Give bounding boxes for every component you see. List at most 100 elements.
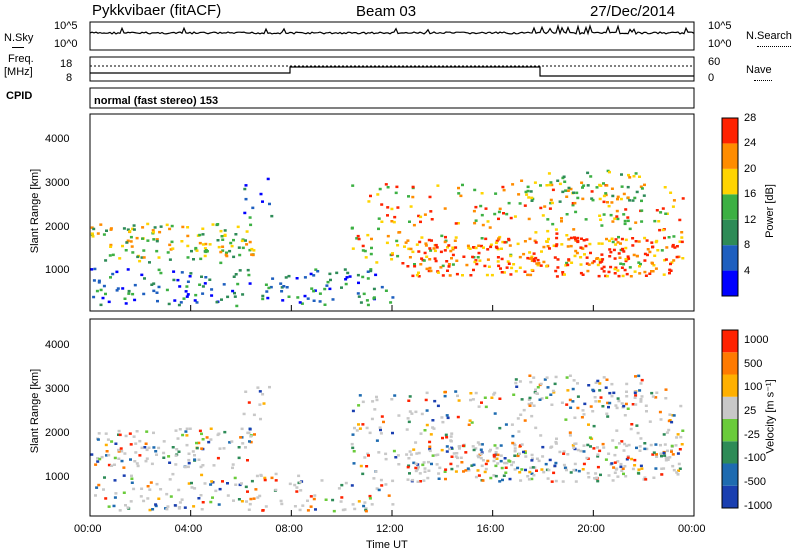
power-cell <box>526 273 530 277</box>
power-cell <box>182 297 186 300</box>
velocity-cell <box>187 452 191 455</box>
velocity-cell <box>217 503 221 506</box>
power-cell <box>295 277 299 280</box>
power-cell <box>108 254 112 257</box>
velocity-cell <box>250 479 254 483</box>
power-cell <box>657 220 661 223</box>
power-cell <box>495 246 499 250</box>
velocity-cell <box>230 440 234 443</box>
power-colorbar-segment <box>722 270 738 296</box>
velocity-cell <box>660 454 663 458</box>
power-cell <box>567 238 571 241</box>
velocity-cell <box>180 498 184 501</box>
velocity-colorbar-segment <box>722 463 738 486</box>
velocity-cell <box>209 438 213 441</box>
velocity-cell <box>587 384 591 387</box>
velocity-cell <box>554 440 558 444</box>
velocity-cell <box>486 459 490 463</box>
power-cell <box>551 188 555 192</box>
power-cell <box>527 196 531 199</box>
velocity-cell <box>352 462 356 465</box>
power-cell <box>563 273 566 276</box>
velocity-cell <box>380 415 384 418</box>
power-cell <box>152 231 155 234</box>
power-cell <box>588 242 592 246</box>
power-cell <box>513 215 517 218</box>
power-cell <box>252 249 256 252</box>
velocity-cell <box>680 443 684 446</box>
velocity-cell <box>606 401 610 405</box>
velocity-cell <box>154 503 158 506</box>
velocity-cell <box>248 428 252 431</box>
power-cell <box>444 235 447 239</box>
power-cell <box>496 247 500 251</box>
velocity-cell <box>489 448 492 452</box>
power-cell <box>640 209 644 212</box>
power-cell <box>186 280 190 283</box>
power-cell <box>532 252 536 255</box>
velocity-cell <box>130 481 134 484</box>
power-cell <box>423 251 427 255</box>
power-cell <box>545 184 549 187</box>
power-cell <box>361 275 365 279</box>
velocity-cell <box>110 440 114 443</box>
velocity-cell <box>596 479 600 483</box>
power-cell <box>248 240 252 244</box>
power-cell <box>517 193 521 196</box>
power-cell <box>344 282 348 286</box>
nsky-label: N.Sky <box>4 32 34 44</box>
power-cell <box>526 189 530 193</box>
power-cell <box>571 202 575 205</box>
power-cell <box>152 282 156 285</box>
power-cell <box>130 245 134 248</box>
velocity-cell <box>298 508 302 512</box>
velocity-cell <box>565 376 569 379</box>
velocity-cell <box>241 442 245 445</box>
velocity-cell <box>517 430 521 433</box>
power-cell <box>487 265 491 268</box>
power-cell <box>555 243 559 246</box>
velocity-cell <box>274 488 278 492</box>
velocity-cell <box>138 439 142 443</box>
power-cell <box>627 173 630 177</box>
velocity-cell <box>523 451 527 455</box>
velocity-cell <box>237 446 241 449</box>
velocity-cell <box>152 431 155 435</box>
velocity-colorbar-segment <box>722 374 738 397</box>
power-cell <box>439 250 443 254</box>
velocity-cell <box>589 405 593 408</box>
velocity-cell <box>587 476 591 479</box>
power-cell <box>613 272 617 275</box>
velocity-cell <box>148 488 152 491</box>
power-cell <box>244 239 247 242</box>
power-cell <box>576 236 580 240</box>
power-cell <box>509 254 513 258</box>
velocity-cell <box>239 436 243 439</box>
velocity-cell <box>630 457 634 461</box>
velocity-cell <box>309 505 313 508</box>
velocity-cell <box>571 444 575 447</box>
velocity-cell <box>431 419 435 422</box>
velocity-cell <box>212 464 216 467</box>
power-cell <box>235 304 239 308</box>
velocity-cell <box>199 494 203 497</box>
power-cell <box>474 219 478 222</box>
power-ytick-3000: 3000 <box>45 177 70 189</box>
velocity-cell <box>391 479 395 483</box>
power-cell <box>97 279 101 283</box>
velocity-cell <box>193 458 197 461</box>
velocity-colorbar-tick: 100 <box>744 381 763 394</box>
power-cell <box>643 270 647 274</box>
velocity-cell <box>625 382 629 386</box>
velocity-cell <box>675 471 679 474</box>
power-cell <box>404 241 408 244</box>
velocity-cell <box>124 504 127 507</box>
power-cell <box>536 263 540 267</box>
velocity-cell <box>393 394 397 397</box>
power-cell <box>240 239 244 243</box>
power-cell <box>176 278 180 282</box>
power-cell <box>561 271 565 274</box>
velocity-cell <box>187 461 191 465</box>
velocity-cell <box>171 472 175 476</box>
power-cell <box>678 218 682 222</box>
